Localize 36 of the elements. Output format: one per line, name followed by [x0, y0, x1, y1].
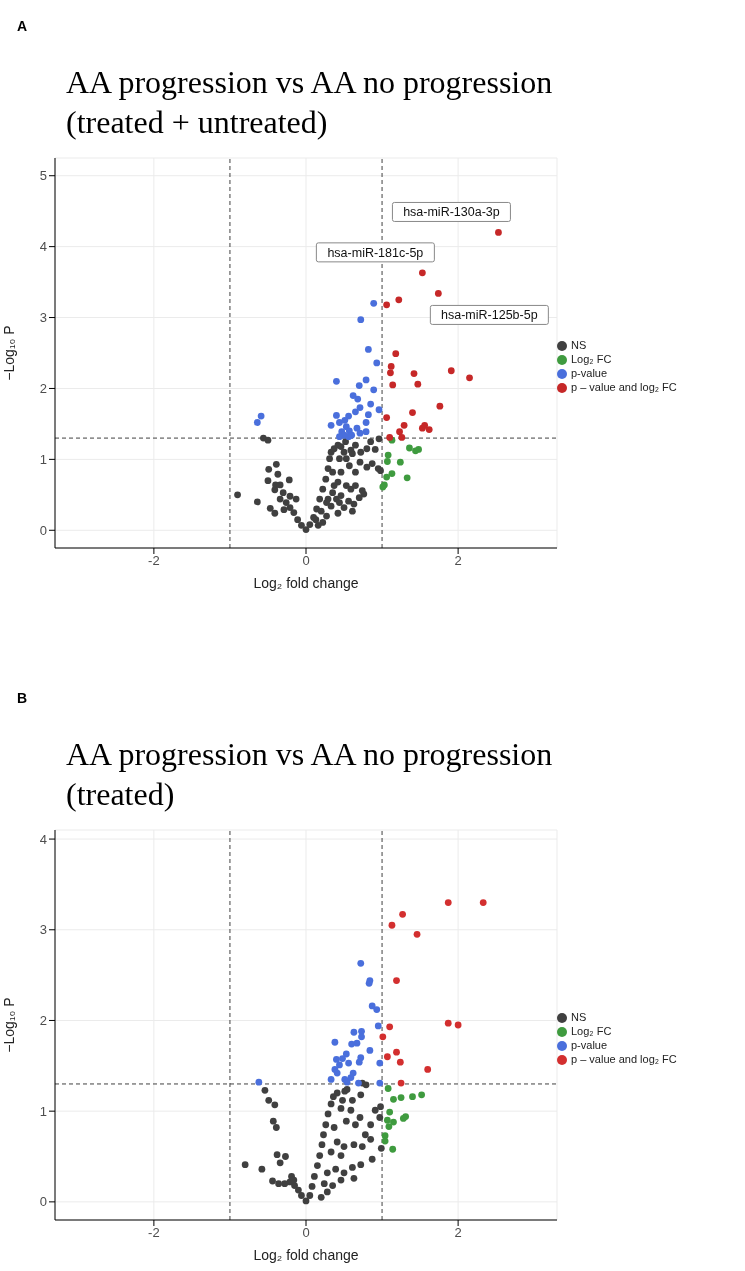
y-axis-title: −Log₁₀ P	[0, 325, 17, 381]
legend-label: NS	[571, 1011, 587, 1023]
x-tick-label: -2	[148, 1225, 160, 1241]
y-tick-label: 3	[39, 922, 47, 938]
y-tick-label: 4	[39, 239, 47, 255]
text: B	[17, 690, 28, 706]
x-axis-title: Log₂ fold change	[253, 1247, 359, 1263]
y-tick-label: 1	[39, 451, 47, 467]
y-tick-label: 3	[39, 310, 47, 326]
x-axis-title: Log₂ fold change	[253, 575, 359, 591]
y-tick-label: 0	[39, 522, 47, 538]
y-tick-label: 4	[39, 831, 47, 847]
x-tick-label: 0	[302, 1225, 310, 1241]
y-tick-label: 1	[39, 1103, 47, 1119]
legend-label: NS	[571, 339, 587, 351]
x-tick-label: 2	[454, 1225, 462, 1241]
x-tick-label: 0	[302, 553, 310, 569]
legend-label: p-value	[571, 1039, 608, 1051]
annotation: hsa-miR-181c-5p	[327, 245, 424, 260]
chart-title: AA progression vs AA no progression (treated + untreated)	[66, 63, 553, 142]
y-tick-label: 2	[39, 381, 47, 397]
legend-label: p-value	[571, 367, 608, 379]
text: A	[17, 18, 28, 34]
y-tick-label: 2	[39, 1013, 47, 1029]
chart-title: AA progression vs AA no progression (treated)	[66, 735, 553, 814]
legend-label: p – value and log₂ FC	[571, 381, 677, 393]
legend-label: p – value and log₂ FC	[571, 1053, 677, 1065]
annotation: hsa-miR-125b-5p	[441, 308, 538, 323]
legend-label: Log₂ FC	[571, 353, 612, 365]
y-axis-title: −Log₁₀ P	[0, 997, 17, 1053]
legend-label: Log₂ FC	[571, 1025, 612, 1037]
annotation: hsa-miR-130a-3p	[403, 205, 500, 220]
x-tick-label: -2	[148, 553, 160, 569]
y-tick-label: 5	[39, 168, 47, 184]
y-tick-label: 0	[39, 1194, 47, 1210]
x-tick-label: 2	[454, 553, 462, 569]
